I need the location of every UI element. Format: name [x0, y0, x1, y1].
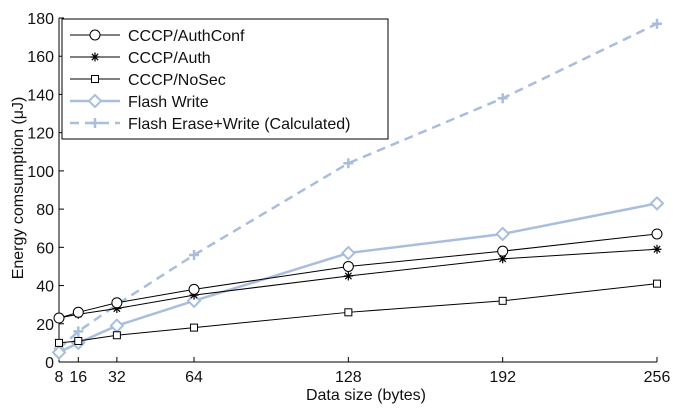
x-tick-label: 192 — [489, 369, 516, 386]
data-point-flash-erase-write-calculated — [189, 249, 200, 260]
y-tick-label: 40 — [36, 279, 54, 296]
legend-marker-cccp-nosec — [91, 75, 99, 83]
series-group — [51, 18, 665, 360]
data-point-cccp-auth — [189, 290, 199, 300]
x-tick-label: 8 — [55, 369, 64, 386]
data-point-cccp-nosec — [74, 336, 83, 345]
data-point-cccp-authconf — [651, 228, 663, 240]
data-point-cccp-nosec — [190, 323, 199, 332]
x-tick-label: 256 — [644, 369, 671, 386]
series-line-flash-write — [58, 202, 658, 354]
y-tick-label: 0 — [45, 355, 54, 372]
legend-label: Flash Write — [128, 94, 209, 111]
data-point-flash-write — [649, 195, 665, 211]
data-point-flash-erase-write-calculated — [73, 326, 84, 337]
legend-marker-cccp-authconf — [89, 29, 101, 41]
legend-label: CCCP/AuthConf — [128, 28, 245, 45]
legend-marker-flash-write — [87, 93, 103, 109]
data-point-cccp-authconf — [188, 283, 200, 295]
series-cccp-authconf — [53, 228, 663, 324]
data-point-cccp-authconf — [497, 245, 509, 257]
data-point-cccp-auth — [652, 244, 662, 254]
data-point-flash-erase-write-calculated — [343, 158, 354, 169]
legend: CCCP/AuthConf CCCP/Auth CCCP/NoSec Flash Wr… — [61, 18, 389, 140]
x-tick-label: 128 — [335, 369, 362, 386]
y-tick-label: 20 — [36, 317, 54, 334]
data-point-cccp-nosec — [55, 338, 63, 347]
x-tick-label: 64 — [185, 369, 203, 386]
data-point-flash-write — [109, 318, 125, 334]
y-tick-label: 60 — [36, 240, 54, 257]
series-line-cccp-nosec — [58, 283, 658, 344]
y-tick-label: 160 — [27, 49, 54, 66]
data-point-cccp-nosec — [653, 279, 661, 288]
legend-marker-cccp-auth — [90, 52, 100, 62]
data-point-cccp-auth — [498, 254, 508, 264]
data-point-cccp-nosec — [112, 331, 121, 340]
data-point-cccp-auth — [343, 271, 353, 281]
x-tick-label: 32 — [108, 369, 126, 386]
series-cccp-auth — [54, 244, 662, 323]
series-flash-write — [51, 195, 665, 360]
y-tick-label: 180 — [27, 11, 54, 28]
data-point-flash-erase-write-calculated — [652, 18, 662, 29]
series-cccp-nosec — [55, 279, 661, 347]
y-tick-label: 140 — [27, 87, 54, 104]
y-tick-label: 120 — [27, 126, 54, 143]
x-axis-label: Data size (bytes) — [306, 387, 426, 404]
data-point-cccp-authconf — [53, 312, 65, 324]
axes: 0 20 40 60 80 100 120 140 160 180 8 16 32 64 128 192 256 — [27, 11, 670, 386]
y-tick-label: 100 — [27, 164, 54, 181]
y-axis-label: Energy comsumption (μJ) — [10, 97, 27, 280]
data-point-flash-erase-write-calculated — [497, 93, 508, 104]
data-point-cccp-authconf — [72, 306, 84, 318]
series-line-cccp-authconf — [58, 233, 658, 319]
legend-marker-flash-erase-write-calculated — [90, 118, 100, 128]
x-tick-label: 16 — [69, 369, 87, 386]
y-tick-label: 80 — [36, 202, 54, 219]
data-point-flash-write — [495, 226, 511, 242]
data-point-cccp-auth — [112, 303, 122, 313]
data-point-flash-write — [51, 345, 67, 360]
data-point-cccp-nosec — [498, 296, 507, 305]
data-point-cccp-authconf — [111, 297, 123, 309]
legend-label: CCCP/Auth — [128, 50, 211, 67]
legend-label: CCCP/NoSec — [128, 72, 226, 89]
data-point-flash-write — [340, 245, 356, 261]
legend-label: Flash Erase+Write (Calculated) — [128, 116, 350, 133]
data-point-cccp-nosec — [344, 308, 353, 317]
data-point-cccp-authconf — [342, 260, 354, 272]
